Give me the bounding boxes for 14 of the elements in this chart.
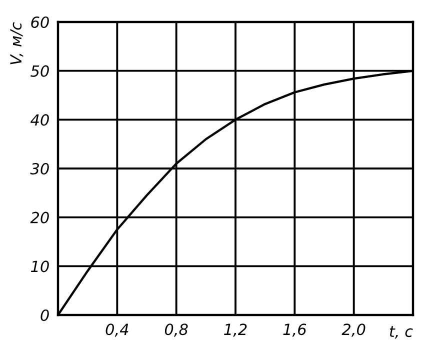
y-tick-label: 50 xyxy=(30,65,49,77)
y-tick-label: 30 xyxy=(30,162,49,175)
y-tick-label: 40 xyxy=(30,114,49,126)
y-axis-title: V, м/с xyxy=(10,22,24,64)
y-tick-label: 20 xyxy=(30,212,49,224)
x-tick-label: 1,6 xyxy=(283,324,306,337)
x-tick-label: 0,8 xyxy=(164,324,188,337)
x-tick-label: 2,0 xyxy=(342,324,366,337)
y-tick-label: 60 xyxy=(31,16,49,28)
y-tick-label: 0 xyxy=(40,309,49,322)
x-axis-title: t, c xyxy=(390,326,413,339)
x-tick-label: 1,2 xyxy=(224,324,247,337)
x-tick-label: 0,4 xyxy=(106,324,128,337)
y-tick-label: 10 xyxy=(30,260,49,272)
